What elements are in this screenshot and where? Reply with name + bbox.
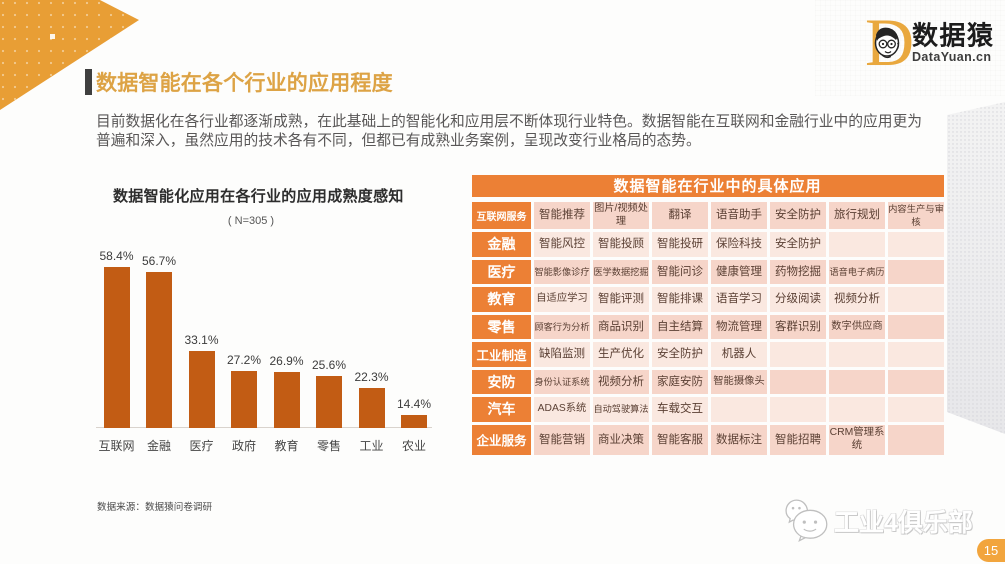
svg-text:DataYuan.cn: DataYuan.cn: [912, 50, 991, 64]
svg-text:数据猿: 数据猿: [912, 21, 995, 51]
